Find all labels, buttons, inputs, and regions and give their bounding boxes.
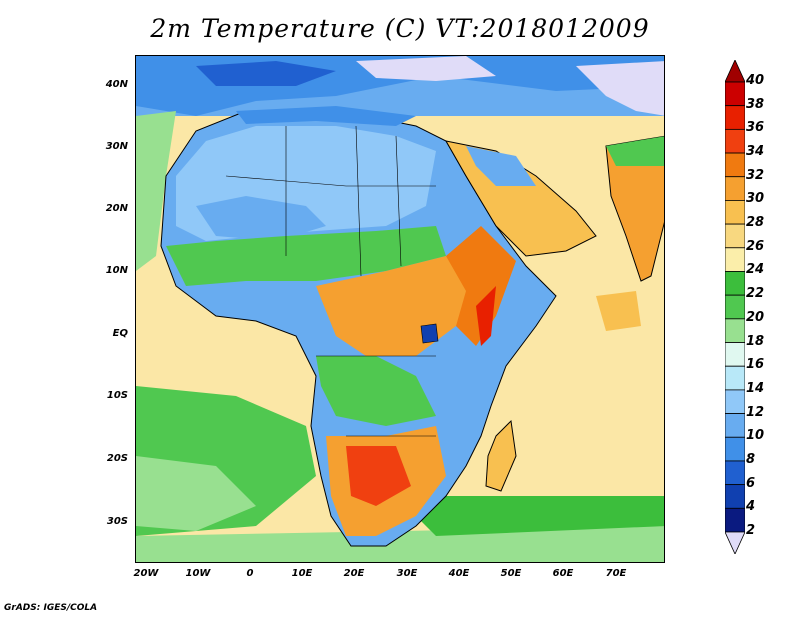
sahel-green-band <box>166 226 446 286</box>
india-landmass <box>605 135 664 282</box>
lon-label-20w: 20W <box>133 568 159 579</box>
country-border-2 <box>285 125 402 277</box>
colorbar-label: 40 <box>746 73 765 88</box>
colorbar-segment <box>725 247 745 272</box>
lat-label-10s: 10S <box>106 390 128 401</box>
colorbar-segment <box>725 294 745 320</box>
country-border <box>225 175 436 187</box>
colorbar-label: 26 <box>746 238 765 254</box>
lon-label-50e: 50E <box>500 568 522 579</box>
southern-indian-green <box>396 496 664 536</box>
lon-label-20e: 20E <box>343 568 365 579</box>
south-atlantic-pale <box>136 456 256 531</box>
horn-hot-zone <box>446 226 516 346</box>
lon-label-10e: 10E <box>291 568 313 579</box>
colorbar-segment <box>725 413 745 438</box>
colorbar-label: 10 <box>746 428 765 444</box>
sahel-cool-zone <box>196 196 326 241</box>
kalahari-hot <box>346 446 411 506</box>
colorbar-label: 14 <box>746 380 765 396</box>
lat-label-30s: 30S <box>106 516 128 527</box>
lon-label-0: 0 <box>246 568 254 579</box>
colorbar-segment <box>725 200 745 225</box>
colorbar-segment <box>725 436 745 462</box>
colorbar-segment <box>725 271 745 296</box>
colorbar-segment <box>725 318 745 343</box>
colorbar-segment <box>725 365 745 391</box>
arabia-north-cool <box>466 146 536 186</box>
grads-credit: GrADS: IGES/COLA <box>4 603 98 613</box>
colorbar-label: 4 <box>746 499 756 515</box>
country-border-3 <box>316 355 436 437</box>
colorbar-label: 18 <box>746 333 765 349</box>
map-canvas <box>136 56 664 562</box>
colorbar-segment <box>725 389 745 414</box>
colorbar-label: 38 <box>746 96 765 112</box>
lon-label-60e: 60E <box>552 568 574 579</box>
lat-label-10n: 10N <box>105 265 128 276</box>
europe-cold-zone <box>196 61 336 86</box>
colorbar-label: 30 <box>746 191 765 207</box>
colorbar-segment <box>725 223 745 249</box>
colorbar <box>725 60 745 554</box>
colorbar-label: 36 <box>746 120 765 136</box>
colorbar-label: 22 <box>746 286 765 302</box>
colorbar-segment <box>725 81 745 107</box>
colorbar-segment <box>725 128 745 154</box>
lon-label-10w: 10W <box>185 568 211 579</box>
atlantic-green-zone <box>136 111 176 271</box>
southern-ocean-band <box>136 526 664 562</box>
colorbar-label: 16 <box>746 357 765 373</box>
colorbar-bottom-arrow <box>725 531 745 554</box>
lon-label-70e: 70E <box>605 568 627 579</box>
mediterranean-sea <box>236 106 416 126</box>
colorbar-label: 24 <box>746 262 765 278</box>
lat-label-20s: 20S <box>106 453 128 464</box>
lat-label-eq: EQ <box>112 328 128 339</box>
colorbar-label: 12 <box>746 404 765 420</box>
lat-label-40n: 40N <box>105 79 128 90</box>
lake-victoria <box>420 323 439 344</box>
colorbar-segment <box>725 460 745 486</box>
india-north-green <box>606 136 664 166</box>
temperature-map <box>135 55 665 563</box>
lat-label-30n: 30N <box>105 141 128 152</box>
colorbar-label: 34 <box>746 144 765 160</box>
asia-frost-zone <box>576 61 664 116</box>
colorbar-label: 28 <box>746 215 765 231</box>
colorbar-segment <box>725 152 745 178</box>
colorbar-segment <box>725 176 745 201</box>
horn-very-hot <box>476 286 496 346</box>
colorbar-label: 20 <box>746 309 765 325</box>
colorbar-label: 2 <box>746 523 756 538</box>
madagascar-landmass <box>485 419 517 492</box>
lon-label-30e: 30E <box>396 568 418 579</box>
lat-label-20n: 20N <box>105 203 128 214</box>
colorbar-segment <box>725 105 745 130</box>
chart-title: 2m Temperature (C) VT:2018012009 <box>150 14 650 43</box>
colorbar-top-arrow <box>725 60 745 83</box>
colorbar-segment <box>725 507 745 533</box>
colorbar-label: 6 <box>746 475 756 491</box>
colorbar-label: 32 <box>746 167 765 183</box>
indian-warm-patch <box>596 291 641 331</box>
colorbar-label: 8 <box>746 451 756 467</box>
colorbar-segment <box>725 484 745 509</box>
europe-frost-zone <box>356 56 496 81</box>
colorbar-segment <box>725 342 745 367</box>
lon-label-40e: 40E <box>448 568 470 579</box>
congo-green-zone <box>316 356 436 426</box>
